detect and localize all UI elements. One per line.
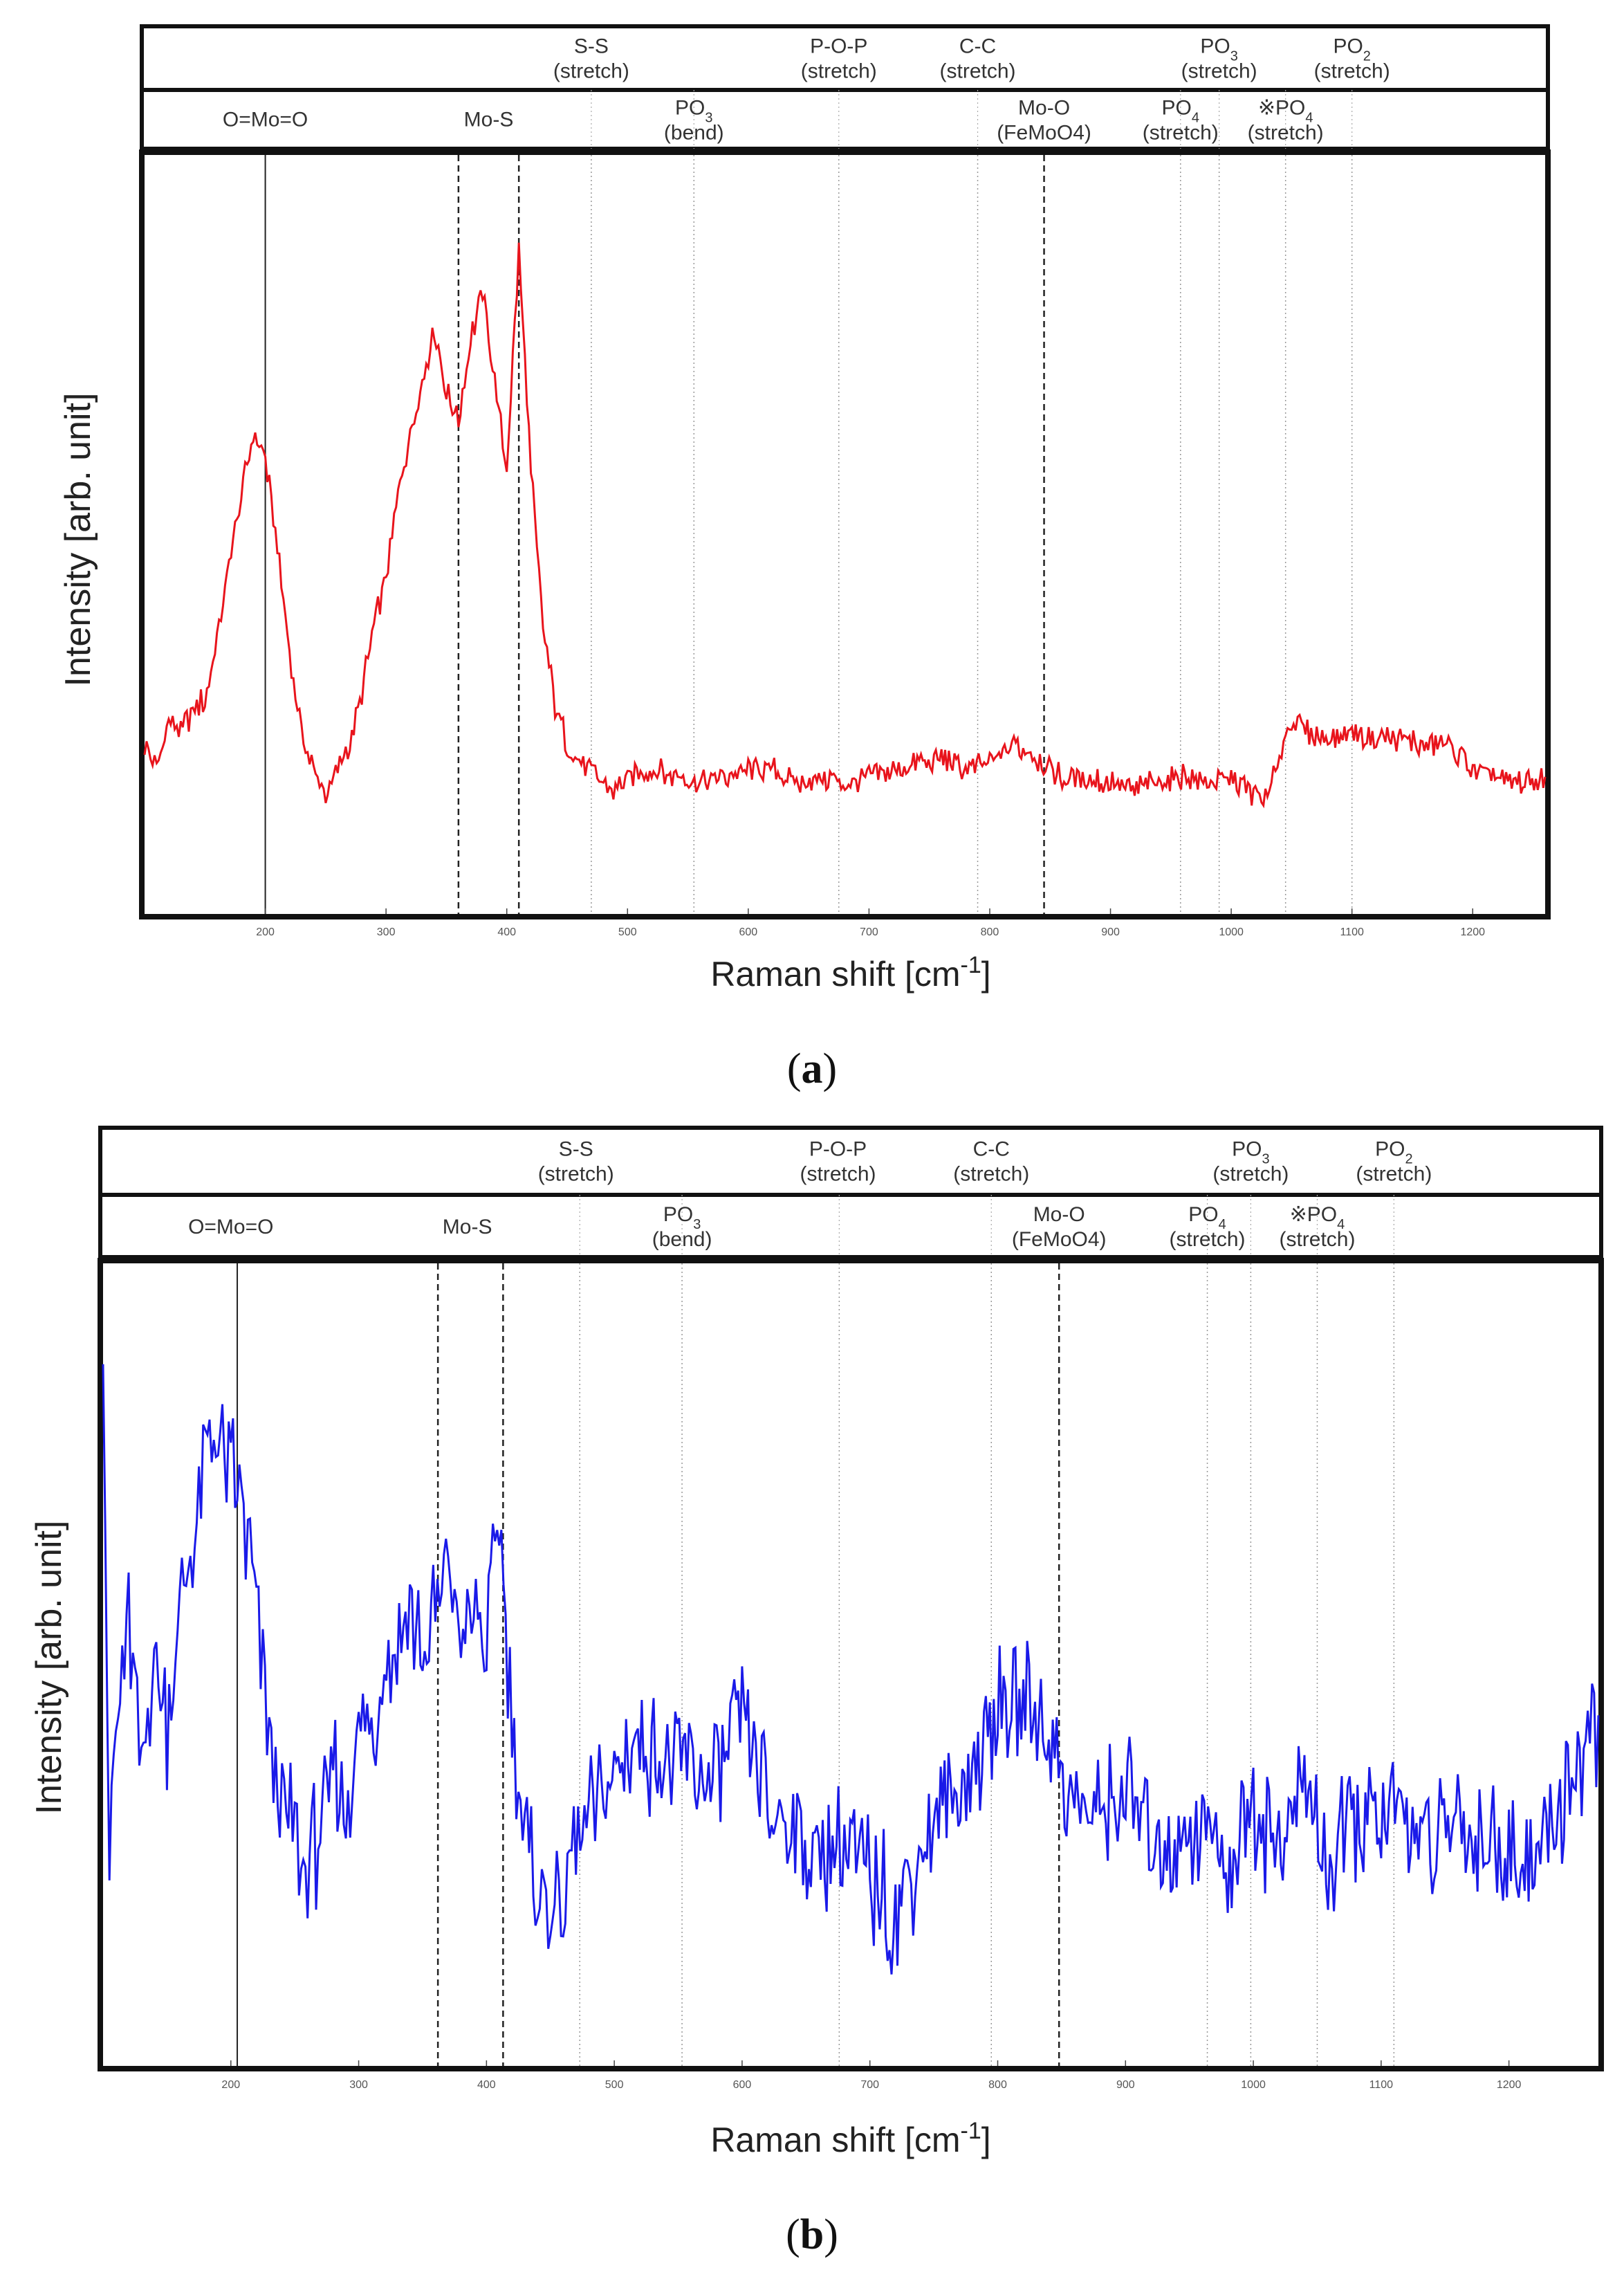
panel-a-tick-label-1: 300 bbox=[377, 926, 396, 938]
panel-b-mid-label-sub-3: (FeMoO4) bbox=[1012, 1228, 1107, 1251]
panel-b-tick-label-6: 800 bbox=[988, 2079, 1007, 2091]
panel-a-mid-label-1: Mo-S bbox=[464, 109, 514, 131]
panel-b-plot-frame bbox=[98, 1258, 1604, 2071]
panel-b-ylabel: Intensity [arb. unit] bbox=[29, 1521, 69, 1815]
panel-a-tick-label-7: 900 bbox=[1101, 926, 1120, 938]
panel-a-ylabel: Intensity [arb. unit] bbox=[58, 393, 98, 687]
panel-a-top-label-1: P-O-P bbox=[810, 35, 867, 58]
panel-b: S-S(stretch)P-O-P(stretch)C-C(stretch)PO… bbox=[29, 1126, 1604, 2258]
panel-a-top-label-sub-0: (stretch) bbox=[553, 60, 629, 83]
panel-b-tick-label-3: 500 bbox=[605, 2079, 624, 2091]
panel-b-tick-label-9: 1100 bbox=[1369, 2079, 1394, 2091]
panel-a-mid-label-box bbox=[140, 88, 1550, 151]
panel-b-tick-label-1: 300 bbox=[349, 2079, 368, 2091]
panel-a-spectrum-line bbox=[143, 242, 1547, 809]
panel-b-top-label-1: P-O-P bbox=[809, 1138, 867, 1161]
panel-b-top-label-sub-4: (stretch) bbox=[1356, 1163, 1432, 1186]
panel-a-caption: (a) bbox=[787, 1045, 837, 1092]
panel-b-mid-label-0: O=Mo=O bbox=[188, 1216, 273, 1238]
panel-b-top-label-2: C-C bbox=[973, 1138, 1010, 1161]
panel-a: S-S(stretch)P-O-P(stretch)C-C(stretch)PO… bbox=[58, 24, 1551, 1092]
panel-a-tick-label-10: 1200 bbox=[1460, 926, 1485, 938]
panel-a-tick-label-0: 200 bbox=[256, 926, 275, 938]
panel-a-tick-label-2: 400 bbox=[497, 926, 516, 938]
panel-a-top-label-sub-1: (stretch) bbox=[801, 60, 877, 83]
panel-a-tick-label-5: 700 bbox=[860, 926, 878, 938]
panel-a-mid-label-sub-5: (stretch) bbox=[1248, 122, 1324, 145]
panel-a-tick-label-4: 600 bbox=[739, 926, 757, 938]
panel-b-mid-label-box bbox=[98, 1193, 1603, 1259]
panel-a-tick-label-9: 1100 bbox=[1340, 926, 1364, 938]
panel-a-top-label-sub-4: (stretch) bbox=[1314, 60, 1390, 83]
panel-b-tick-label-4: 600 bbox=[733, 2079, 752, 2091]
panel-b-tick-label-2: 400 bbox=[477, 2079, 496, 2091]
panel-b-mid-label-sub-4: (stretch) bbox=[1170, 1228, 1246, 1251]
panel-b-top-label-sub-2: (stretch) bbox=[953, 1163, 1029, 1186]
panel-a-top-label-2: C-C bbox=[959, 35, 996, 58]
panel-a-tick-label-8: 1000 bbox=[1219, 926, 1244, 938]
panel-b-mid-label-3: Mo-O bbox=[1033, 1203, 1085, 1226]
panel-a-mid-label-3: Mo-O bbox=[1018, 97, 1070, 120]
panel-a-top-label-sub-2: (stretch) bbox=[940, 60, 1016, 83]
panel-b-spectrum-line bbox=[102, 1364, 1600, 1975]
panel-a-mid-label-sub-3: (FeMoO4) bbox=[997, 122, 1091, 145]
panel-b-top-label-0: S-S bbox=[559, 1138, 593, 1161]
panel-a-mid-label-0: O=Mo=O bbox=[223, 109, 308, 131]
panel-b-caption: (b) bbox=[786, 2211, 838, 2258]
panel-b-tick-label-8: 1000 bbox=[1241, 2079, 1266, 2091]
panel-a-tick-label-3: 500 bbox=[618, 926, 637, 938]
panel-a-top-label-sub-3: (stretch) bbox=[1181, 60, 1257, 83]
panel-b-xlabel: Raman shift [cm-1] bbox=[710, 2118, 990, 2159]
panel-b-mid-label-1: Mo-S bbox=[443, 1216, 492, 1238]
panel-b-top-label-sub-1: (stretch) bbox=[800, 1163, 876, 1186]
panel-b-top-label-sub-0: (stretch) bbox=[538, 1163, 614, 1186]
panel-b-mid-label-sub-5: (stretch) bbox=[1279, 1228, 1355, 1251]
panel-a-mid-label-sub-2: (bend) bbox=[664, 122, 724, 145]
panel-b-tick-label-7: 900 bbox=[1116, 2079, 1135, 2091]
panel-b-mid-label-sub-2: (bend) bbox=[652, 1228, 712, 1251]
panel-a-plot-frame bbox=[139, 149, 1551, 919]
panel-a-tick-label-6: 800 bbox=[981, 926, 999, 938]
panel-b-tick-label-0: 200 bbox=[221, 2079, 240, 2091]
panel-a-mid-label-sub-4: (stretch) bbox=[1143, 122, 1219, 145]
panel-b-tick-label-10: 1200 bbox=[1497, 2079, 1522, 2091]
panel-b-tick-label-5: 700 bbox=[860, 2079, 879, 2091]
panel-b-top-label-sub-3: (stretch) bbox=[1212, 1163, 1289, 1186]
panel-a-xlabel: Raman shift [cm-1] bbox=[710, 952, 990, 994]
panel-a-top-label-0: S-S bbox=[574, 35, 609, 58]
